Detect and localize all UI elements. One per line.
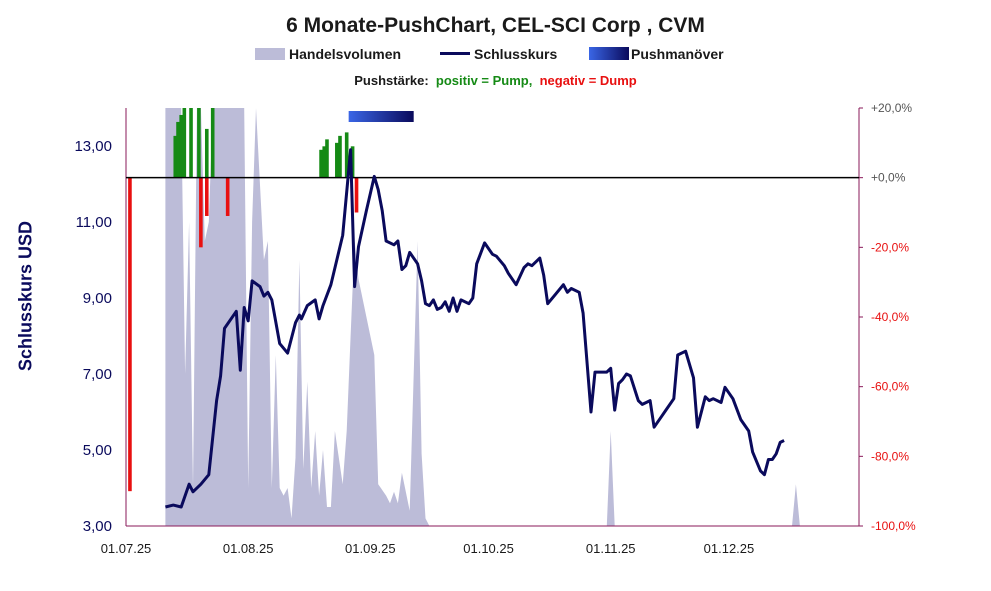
legend: Handelsvolumen Schlusskurs Pushmanöver [0,46,991,66]
pump-bar [173,135,178,178]
pump-bar [210,108,215,178]
x-tick-label: 01.11.25 [586,541,636,556]
pump-bar [197,108,201,178]
push-strength-positive: positiv = Pump, [435,73,533,88]
pump-bar [325,139,329,178]
y2-tick-label: -60,0% [871,380,909,394]
x-tick-label: 01.07.25 [101,541,152,556]
pump-bar [179,114,183,178]
chart-title: 6 Monate-PushChart, CEL-SCI Corp , CVM [286,14,705,37]
push-manoeuvre-bar [348,111,414,122]
dump-bar [354,177,359,213]
y-tick-label: 13,00 [74,138,112,155]
dump-bar [225,177,230,216]
dump-bar [199,177,203,248]
pump-bar [322,146,327,178]
x-tick-label: 01.08.25 [223,541,274,556]
dump-bar [128,177,132,492]
y-tick-label: 7,00 [83,366,112,383]
y2-tick-label: -80,0% [871,449,909,463]
x-tick-label: 01.10.25 [463,541,514,556]
legend-push-swatch [589,47,629,60]
legend-volume: Handelsvolumen [255,46,401,62]
legend-push: Pushmanöver [589,46,724,62]
y2-tick-label: -40,0% [871,310,909,324]
legend-volume-swatch [255,48,285,60]
pump-bar [204,128,209,178]
pump-bar [350,146,355,178]
y2-tick-label: +20,0% [871,101,912,115]
pump-bar [338,135,342,178]
y-tick-label: 5,00 [83,442,112,459]
pump-bar [189,108,193,178]
legend-price-label: Schlusskurs [474,46,558,62]
y2-tick-label: -100,0% [871,519,916,533]
y-tick-label: 9,00 [83,290,112,307]
price-line [165,148,785,509]
push-strength-legend: Pushstärke: positiv = Pump, negativ = Du… [0,73,991,88]
x-tick-label: 01.09.25 [345,541,396,556]
volume-area [165,108,800,526]
legend-volume-label: Handelsvolumen [289,46,402,62]
y-tick-label: 3,00 [83,518,112,535]
legend-price-swatch [440,52,470,55]
push-strength-negative: negativ = Dump [539,73,637,88]
y2-tick-label: +0,0% [871,171,906,185]
dump-bar [204,177,209,216]
pump-bar [344,132,349,178]
push-strength-prefix: Pushstärke: [354,73,429,88]
legend-push-label: Pushmanöver [631,46,724,62]
x-tick-label: 01.12.25 [704,541,755,556]
pump-bar [176,121,180,178]
pump-bar [319,149,323,178]
pump-bar [335,142,339,178]
pump-bar [182,108,187,178]
legend-price: Schlusskurs [440,46,557,62]
y-tick-label: 11,00 [76,214,112,231]
y2-tick-label: -20,0% [871,240,909,254]
